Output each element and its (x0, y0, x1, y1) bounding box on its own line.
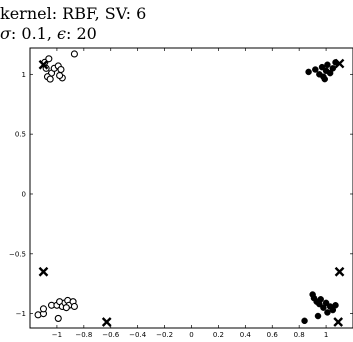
y-axis: 1 0.5 0 −0.5 −1 (9, 71, 353, 318)
filled-circle-point (318, 63, 326, 71)
y-tick-label: 1 (22, 71, 26, 79)
filled-circle-point (321, 75, 328, 83)
epsilon-value: : 20 (65, 24, 97, 43)
x-tick-label: −0.2 (156, 331, 173, 339)
x-tick-label: −0.8 (75, 331, 92, 339)
x-tick-label: 0.8 (294, 331, 305, 339)
open-circle-point (54, 314, 62, 322)
filled-circle-point (314, 312, 322, 320)
x-tick-label: 1 (324, 331, 328, 339)
support-vector-marker (333, 317, 344, 327)
filled-circle-point (305, 68, 312, 76)
x-tick-label: −0.6 (102, 331, 120, 339)
open-circle-point (57, 65, 65, 74)
x-axis: −1 −0.8 −0.6 −0.4 −0.2 0 0.2 0.4 0.6 0.8 1 (52, 48, 328, 339)
chart-title-line2: σ: 0.1, ϵ: 20 (0, 24, 97, 43)
y-tick-label: −0.5 (9, 250, 26, 258)
open-circle-point (39, 305, 48, 313)
x-tick-label: −0.4 (129, 331, 147, 339)
y-tick-label: −1 (16, 310, 26, 318)
support-vector-marker (38, 59, 49, 70)
epsilon-symbol: ϵ (57, 24, 66, 43)
title-line2-suffix: ϵ: 20 (57, 24, 97, 43)
x-tick-label: −1 (52, 331, 62, 339)
x-tick-label: 0.4 (240, 331, 252, 339)
support-vector-marker (334, 58, 345, 69)
y-tick-label: 0.5 (15, 131, 26, 139)
support-vector-marker (101, 317, 112, 327)
x-tick-label: 0.6 (267, 331, 279, 339)
filled-circle-point (317, 296, 324, 303)
open-circle-point (70, 50, 78, 58)
y-tick-label: 0 (22, 190, 26, 198)
chart-title-line1: kernel: RBF, SV: 6 (0, 4, 147, 23)
x-tick-label: 0 (189, 331, 193, 339)
support-vector-marker (334, 266, 345, 277)
plot-frame (29, 47, 353, 329)
open-circle-point (70, 302, 78, 311)
open-circle-point (45, 55, 53, 63)
x-tick-label: 0.2 (213, 331, 224, 339)
filled-circle-point (329, 65, 337, 72)
filled-circle-point (324, 309, 331, 316)
open-circle-point (62, 304, 70, 312)
filled-circle-point (332, 302, 339, 309)
title-line2-prefix: : 0.1, (10, 24, 58, 43)
filled-circle-point (301, 317, 308, 325)
open-circle-point (56, 71, 64, 80)
open-circle-point (46, 75, 54, 83)
sigma-symbol: σ (0, 24, 11, 43)
filled-circle-point (312, 66, 319, 73)
support-vector-marker (38, 266, 49, 277)
data-points (34, 50, 345, 327)
filled-circle-point (322, 299, 330, 307)
filled-circle-point (324, 61, 331, 69)
